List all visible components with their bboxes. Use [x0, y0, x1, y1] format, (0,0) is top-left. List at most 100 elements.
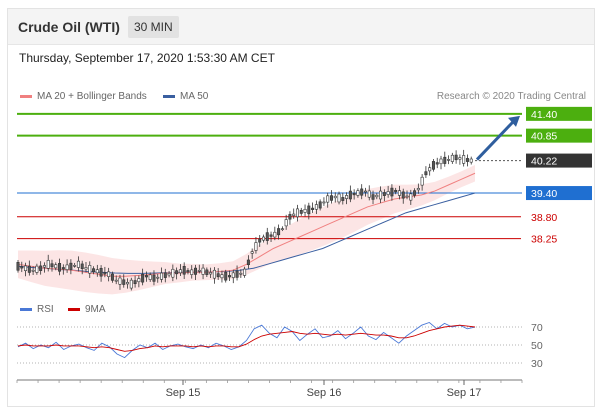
- rsi-swatch: [20, 307, 32, 311]
- candle-body: [167, 273, 171, 276]
- candle-body: [405, 195, 409, 198]
- rsi-tick-label-50: 50: [531, 340, 543, 352]
- candle-body: [329, 195, 333, 201]
- candle-body: [129, 279, 133, 289]
- interval-badge[interactable]: 30 MIN: [128, 16, 179, 38]
- projection-arrow-head: [508, 115, 520, 127]
- candle-body: [24, 265, 28, 271]
- candle-body: [99, 267, 103, 277]
- candle-body: [345, 195, 349, 199]
- candle-body: [394, 189, 398, 193]
- candle-body: [103, 272, 107, 275]
- candle-body: [58, 263, 62, 272]
- candle-body: [348, 190, 352, 200]
- x-tick-label-sep-16: Sep 16: [307, 387, 342, 399]
- candle-body: [163, 272, 167, 278]
- candle-body: [39, 265, 43, 271]
- candle-body: [258, 238, 262, 243]
- level-label-box: [526, 106, 592, 121]
- candle-body: [54, 264, 58, 269]
- level-label-38-80: 38.80: [531, 212, 557, 224]
- candle-body: [401, 191, 405, 199]
- candle-body: [175, 270, 179, 275]
- candle-body: [88, 265, 92, 274]
- candle-body: [182, 266, 186, 275]
- candle-body: [133, 280, 137, 285]
- candle-body: [447, 159, 451, 161]
- candle-body: [114, 279, 118, 282]
- candle-body: [454, 154, 458, 161]
- candle-body: [311, 207, 315, 210]
- candle-body: [194, 267, 198, 275]
- legend-ma20: MA 20 + Bollinger Bands: [20, 91, 147, 102]
- rsi-series-rsi: [17, 321, 476, 359]
- candle-body: [50, 263, 54, 268]
- candle-body: [20, 266, 24, 269]
- candle-body: [307, 205, 311, 215]
- legend-9ma: 9MA: [68, 304, 106, 315]
- candle-body: [254, 242, 258, 251]
- level-label-39-40: 39.40: [531, 188, 557, 200]
- chart-card: Crude Oil (WTI) 30 MIN Thursday, Septemb…: [7, 8, 595, 407]
- candle-body: [228, 275, 232, 278]
- legend-rsi: RSI: [20, 304, 54, 315]
- x-tick-label-sep-15: Sep 15: [166, 387, 201, 399]
- candle-body: [382, 192, 386, 196]
- candle-body: [371, 194, 375, 200]
- candle-body: [356, 190, 360, 196]
- candle-body: [27, 265, 31, 273]
- candle-body: [246, 259, 250, 266]
- candle-body: [469, 158, 473, 163]
- candle-body: [424, 171, 428, 176]
- candle-body: [190, 269, 194, 275]
- candle-body: [273, 231, 277, 238]
- candle-body: [16, 262, 20, 271]
- candle-body: [148, 274, 152, 280]
- candle-body: [295, 208, 299, 218]
- candle-body: [80, 263, 84, 269]
- chart-header: Crude Oil (WTI) 30 MIN: [8, 9, 594, 45]
- candle-body: [420, 176, 424, 186]
- candle-body: [326, 195, 330, 203]
- candle-body: [224, 271, 228, 281]
- candle-body: [450, 154, 454, 162]
- candle-body: [397, 190, 401, 196]
- candle-body: [416, 187, 420, 191]
- candle-body: [35, 265, 39, 273]
- level-label-box: [526, 128, 592, 143]
- candle-body: [250, 251, 254, 254]
- candle-body: [465, 158, 469, 162]
- candle-body: [65, 264, 69, 270]
- candle-body: [171, 268, 175, 278]
- ma20-line: [17, 172, 476, 277]
- rsi-tick-label-30: 30: [531, 358, 543, 370]
- candle-body: [61, 267, 65, 270]
- candles: [16, 149, 473, 291]
- rsi-tick-label-70: 70: [531, 322, 543, 334]
- ma20-swatch: [20, 94, 32, 98]
- candle-body: [220, 274, 224, 279]
- candle-body: [243, 268, 247, 276]
- candle-body: [333, 195, 337, 199]
- candle-body: [337, 193, 341, 203]
- candle-body: [341, 197, 345, 201]
- instrument-title: Crude Oil (WTI): [18, 19, 120, 35]
- candle-body: [458, 157, 462, 160]
- candle-body: [439, 158, 443, 165]
- candle-body: [118, 277, 122, 285]
- candle-body: [76, 260, 80, 268]
- candle-body: [201, 267, 205, 275]
- ma9-swatch: [68, 307, 80, 311]
- candle-body: [205, 269, 209, 275]
- candle-body: [375, 194, 379, 198]
- candle-body: [299, 209, 303, 214]
- candle-body: [160, 272, 164, 280]
- candle-body: [352, 192, 356, 196]
- candle-body: [137, 278, 141, 283]
- candle-body: [107, 271, 111, 277]
- candle-body: [390, 187, 394, 197]
- candle-body: [443, 156, 447, 164]
- candle-body: [110, 273, 114, 281]
- candle-body: [360, 188, 364, 196]
